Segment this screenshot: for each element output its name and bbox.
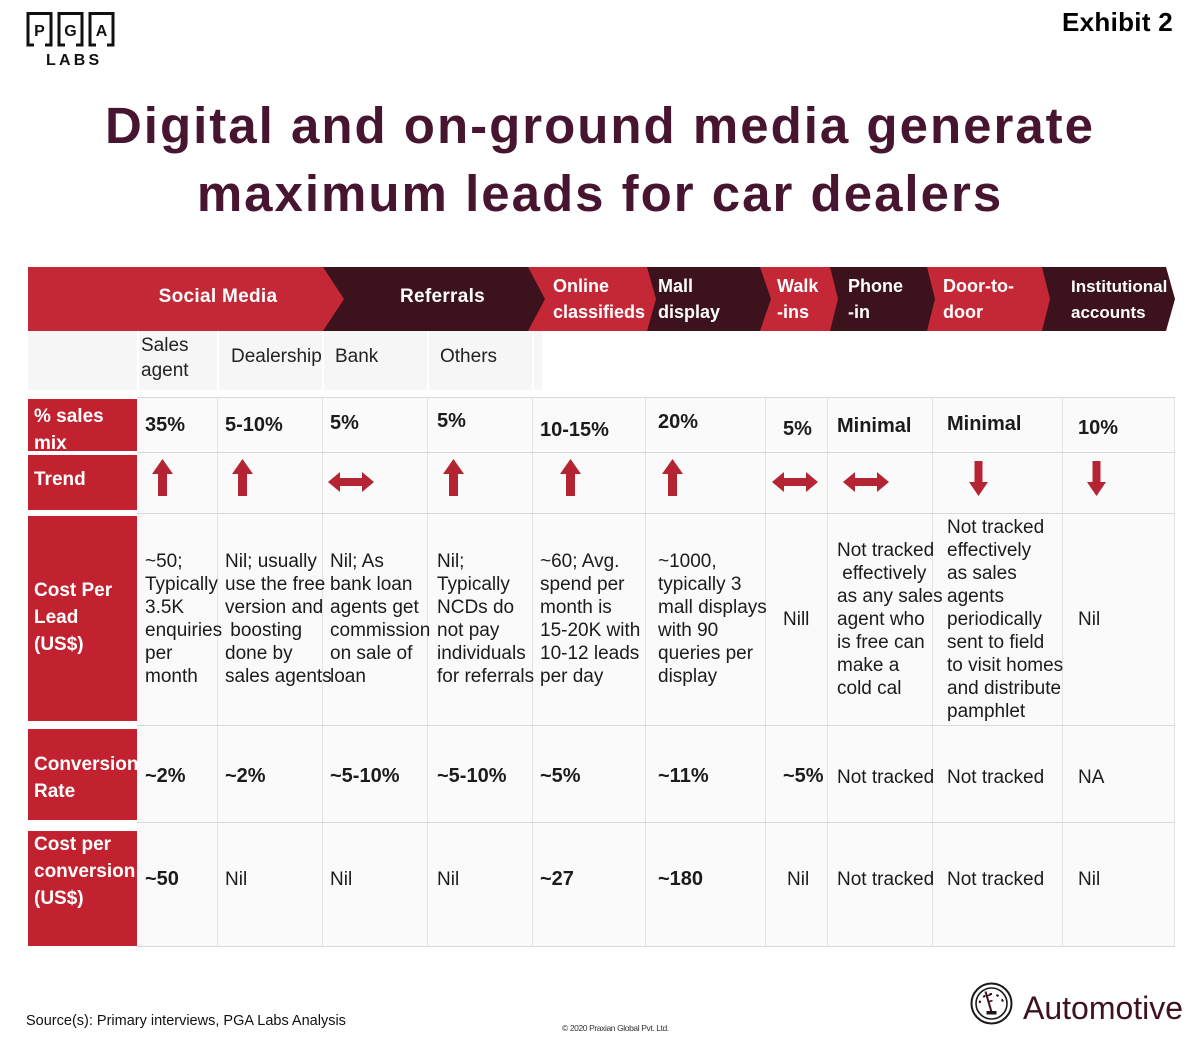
- svg-text:P: P: [34, 23, 45, 40]
- svg-text:LABS: LABS: [46, 52, 102, 69]
- svg-text:A: A: [96, 23, 108, 40]
- svg-text:G: G: [64, 23, 76, 40]
